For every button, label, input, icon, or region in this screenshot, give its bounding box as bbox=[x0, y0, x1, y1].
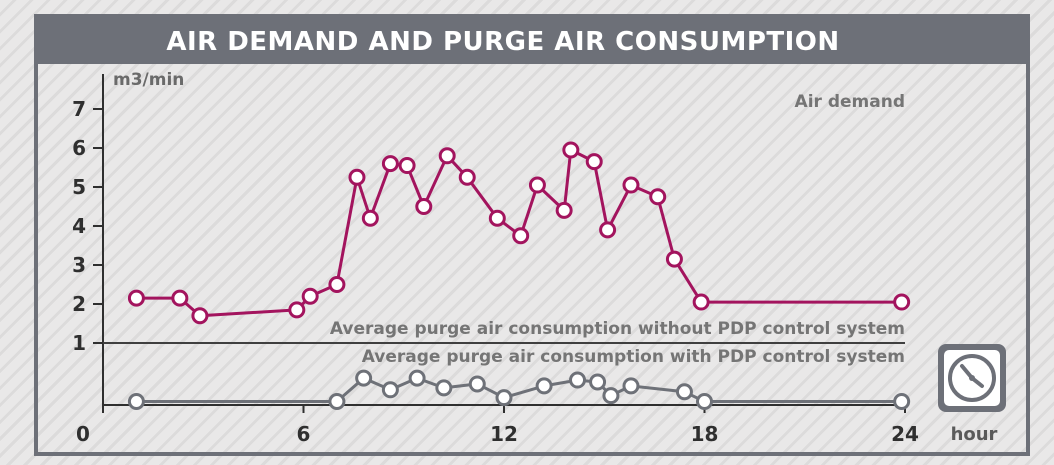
y-ticks: 1 2 3 4 5 6 7 bbox=[72, 97, 103, 355]
data-point bbox=[398, 157, 416, 175]
data-point bbox=[665, 250, 683, 268]
clock-icon bbox=[938, 344, 1006, 412]
data-point bbox=[535, 377, 553, 395]
y-tick-label: 6 bbox=[72, 136, 86, 160]
x-tick-label: 6 bbox=[297, 422, 311, 446]
data-point bbox=[893, 293, 911, 311]
data-point bbox=[692, 293, 710, 311]
x-tick-label: 12 bbox=[490, 422, 518, 446]
data-point bbox=[171, 289, 189, 307]
data-point bbox=[435, 379, 453, 397]
data-point bbox=[495, 389, 513, 407]
series-label-air-demand: Air demand bbox=[795, 92, 905, 112]
x-tick-label: 18 bbox=[691, 422, 719, 446]
data-point bbox=[488, 209, 506, 227]
data-point bbox=[589, 373, 607, 391]
data-point bbox=[893, 393, 911, 410]
y-tick-label: 3 bbox=[72, 253, 86, 277]
data-point bbox=[328, 276, 346, 293]
data-point bbox=[585, 153, 603, 171]
data-point bbox=[408, 369, 426, 387]
data-point bbox=[381, 381, 399, 399]
x-axis-unit: hour bbox=[951, 424, 998, 445]
data-point bbox=[127, 289, 145, 307]
data-point bbox=[622, 176, 640, 194]
data-point bbox=[355, 369, 373, 387]
data-point bbox=[555, 201, 573, 219]
x-ticks: 0 6 12 18 24 bbox=[76, 405, 919, 446]
data-point bbox=[191, 307, 209, 325]
data-point bbox=[438, 147, 456, 165]
x-tick-label: 0 bbox=[76, 422, 90, 446]
y-tick-label: 7 bbox=[72, 97, 86, 121]
data-point bbox=[361, 209, 379, 227]
data-point bbox=[348, 168, 366, 186]
data-point bbox=[696, 393, 713, 410]
data-point bbox=[381, 155, 399, 173]
data-point bbox=[468, 375, 486, 393]
data-point bbox=[602, 387, 620, 405]
y-tick-label: 5 bbox=[72, 175, 86, 199]
data-point bbox=[301, 287, 319, 305]
data-point bbox=[512, 227, 530, 245]
chart-title: AIR DEMAND AND PURGE AIR CONSUMPTION bbox=[166, 27, 839, 57]
data-point bbox=[127, 393, 145, 410]
y-tick-label: 2 bbox=[72, 292, 86, 316]
data-point bbox=[569, 371, 587, 389]
data-point bbox=[562, 141, 580, 159]
series-label-with-pdp: Average purge air consumption with PDP c… bbox=[362, 347, 905, 367]
y-tick-label: 1 bbox=[72, 331, 86, 355]
y-axis-unit: m3/min bbox=[113, 70, 184, 90]
title-banner bbox=[36, 16, 1028, 64]
x-tick-label: 24 bbox=[891, 422, 919, 446]
data-point bbox=[328, 393, 346, 410]
data-point bbox=[288, 301, 306, 319]
y-tick-label: 4 bbox=[72, 214, 86, 238]
data-point bbox=[528, 176, 546, 194]
data-point bbox=[415, 198, 433, 215]
data-point bbox=[675, 383, 693, 401]
series-group bbox=[127, 141, 911, 410]
data-point bbox=[458, 168, 476, 186]
data-point bbox=[599, 221, 617, 239]
data-point bbox=[649, 188, 667, 206]
reference-label-without-pdp: Average purge air consumption without PD… bbox=[330, 319, 905, 339]
series-line-1 bbox=[136, 376, 902, 403]
data-point bbox=[622, 377, 640, 395]
